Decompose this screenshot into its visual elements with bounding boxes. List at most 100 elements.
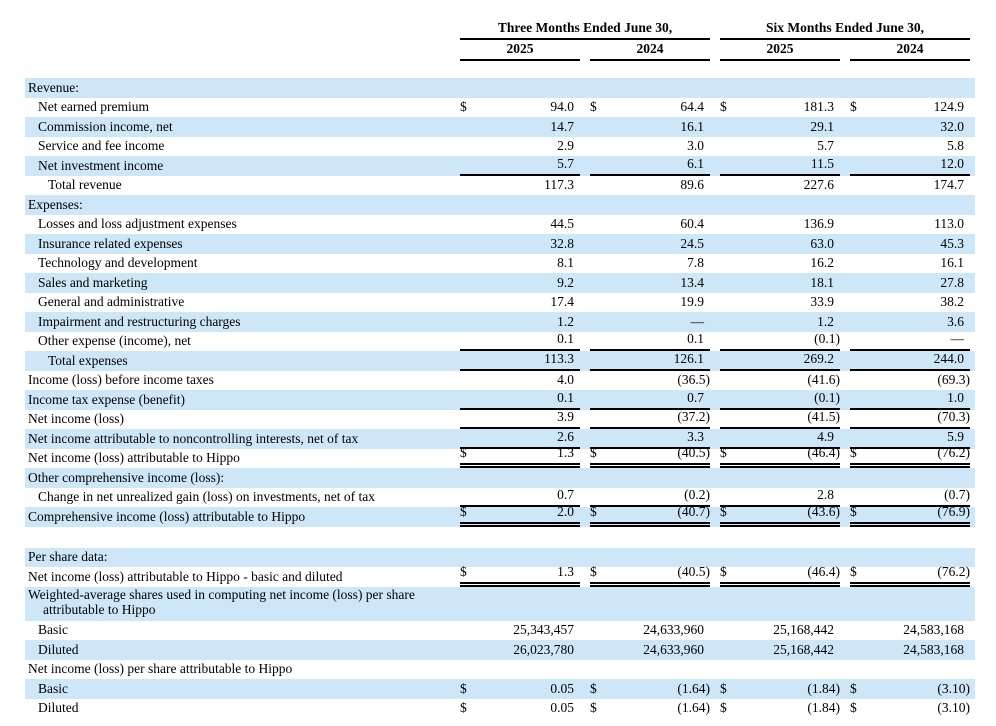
- cell-value: (76.2): [937, 445, 971, 460]
- value-cell: 32.8: [455, 234, 585, 254]
- cell-value: 5.7: [557, 155, 574, 171]
- value-wrap: 5.8: [850, 137, 970, 157]
- dollar-sign: $: [460, 563, 467, 579]
- value-cell: [585, 660, 715, 680]
- value-wrap: [460, 78, 580, 98]
- value-cell: 24.5: [585, 234, 715, 254]
- cell-value: (1.64): [677, 680, 710, 696]
- cell-value: 17.4: [550, 294, 574, 309]
- row-label: Basic: [38, 622, 68, 637]
- value-wrap: [850, 468, 970, 488]
- value-cell: [845, 195, 975, 215]
- year-header-row: 2025 2024 2025 2024: [25, 40, 975, 61]
- table-row: Insurance related expenses 32.8 24.5 63.0 45…: [25, 234, 976, 254]
- value-wrap: 0.1: [460, 390, 580, 410]
- year-label: 2024: [590, 40, 710, 61]
- value-wrap: [720, 468, 840, 488]
- value-wrap: 113.0: [850, 215, 970, 235]
- row-label: Total expenses: [48, 352, 128, 368]
- cell-value: 12.0: [940, 155, 965, 171]
- value-cell: (0.1): [715, 390, 845, 410]
- row-label: Sales and marketing: [38, 274, 148, 290]
- value-wrap: [720, 195, 840, 215]
- year-label: 2024: [850, 40, 971, 61]
- table-row: Income (loss) before income taxes 4.0 (36.…: [25, 371, 975, 391]
- value-cell: 45.3: [845, 234, 975, 254]
- row-label-cell: Revenue:: [25, 78, 455, 98]
- value-cell: 63.0: [715, 234, 845, 254]
- value-wrap: $ (76.2): [850, 445, 971, 468]
- dollar-sign: $: [850, 680, 857, 696]
- cell-value: —: [950, 331, 965, 346]
- cell-value: (41.6): [807, 372, 840, 387]
- value-wrap: $ (1.64): [590, 679, 710, 699]
- cell-value: (3.10): [937, 700, 971, 715]
- table-row: Diluted 26,023,780 24,633,960 25,168,442 24,…: [25, 640, 976, 660]
- cell-value: 25,168,442: [773, 641, 834, 657]
- value-wrap: $2.0: [460, 504, 580, 527]
- row-label-cell: Net investment income: [25, 156, 455, 176]
- row-label: Diluted: [38, 641, 79, 657]
- table-row: Diluted $0.05 $ (1.64) $ (1.84) $ (3.10): [25, 699, 975, 719]
- row-label-cell: Income (loss) before income taxes: [25, 371, 455, 391]
- value-wrap: (0.7): [850, 487, 971, 507]
- value-cell: [715, 660, 845, 680]
- row-label: Net income (loss) attributable to Hippo: [28, 450, 240, 465]
- value-cell: 4.0: [455, 371, 585, 391]
- row-label: Insurance related expenses: [38, 235, 183, 251]
- value-cell: 25,168,442: [715, 640, 845, 660]
- value-wrap: $ (40.7): [590, 503, 710, 527]
- row-label-cell: Net income (loss) attributable to Hippo …: [25, 567, 455, 587]
- cell-value: 16.1: [680, 118, 704, 134]
- table-row: Expenses:: [25, 195, 976, 215]
- value-wrap: [850, 78, 970, 98]
- value-wrap: 32.0: [850, 117, 970, 137]
- value-cell: [585, 468, 715, 488]
- value-cell: 244.0: [845, 351, 975, 371]
- cell-value: 1.0: [947, 389, 965, 405]
- cell-value: (1.64): [677, 700, 710, 715]
- value-wrap: $ (40.5): [590, 564, 710, 587]
- cell-value: 0.1: [557, 389, 574, 405]
- value-cell: $181.3: [715, 98, 845, 118]
- row-label: Net investment income: [38, 157, 164, 173]
- table-row: Income tax expense (benefit) 0.1 0.7 (0.1) 1…: [25, 389, 976, 410]
- value-wrap: 13.4: [590, 273, 710, 293]
- value-cell: (41.5): [715, 409, 845, 429]
- value-cell: (36.5): [585, 371, 715, 391]
- table-row: Technology and development 8.1 7.8 16.2 16.1: [25, 254, 975, 274]
- value-cell: 0.1: [455, 390, 585, 410]
- value-cell: 3.9: [455, 409, 585, 429]
- cell-value: 8.1: [557, 255, 574, 270]
- value-wrap: 24,583,168: [850, 621, 970, 641]
- table-row: Per share data:: [25, 547, 976, 567]
- table-row: Net investment income 5.7 6.1 11.5 12.0: [25, 155, 976, 176]
- value-wrap: 244.0: [850, 351, 971, 371]
- value-wrap: 1.2: [460, 312, 580, 332]
- value-wrap: $ (46.4): [720, 445, 840, 468]
- value-wrap: $ (76.2): [850, 564, 971, 587]
- value-wrap: $ (1.84): [720, 699, 840, 719]
- row-label: Change in net unrealized gain (loss) on …: [38, 489, 376, 504]
- value-cell: 9.2: [455, 273, 585, 293]
- table-row: Total expenses 113.3 126.1 269.2 244.0: [25, 350, 976, 371]
- table-body: Revenue: Net earned premium $94.0 $64.4 $181…: [25, 78, 976, 719]
- table-row: Change in net unrealized gain (loss) on …: [25, 487, 975, 507]
- value-cell: 0.1: [585, 331, 715, 351]
- value-cell: 1.2: [715, 312, 845, 332]
- cell-value: (40.7): [677, 503, 710, 519]
- cell-value: 14.7: [550, 118, 574, 134]
- cell-value: 2.8: [817, 487, 834, 502]
- row-label-cell: Other expense (income), net: [25, 332, 455, 352]
- value-cell: $64.4: [585, 98, 715, 118]
- value-cell: $0.05: [455, 699, 585, 719]
- value-cell: $ (40.7): [585, 503, 715, 527]
- row-label: Service and fee income: [38, 138, 165, 153]
- cell-value: 126.1: [673, 350, 704, 366]
- value-cell: [585, 78, 715, 98]
- value-cell: (70.3): [845, 409, 975, 429]
- row-label: Losses and loss adjustment expenses: [38, 216, 237, 231]
- value-wrap: 25,168,442: [720, 621, 840, 641]
- row-label: Technology and development: [38, 255, 198, 270]
- cell-value: (46.4): [807, 563, 840, 579]
